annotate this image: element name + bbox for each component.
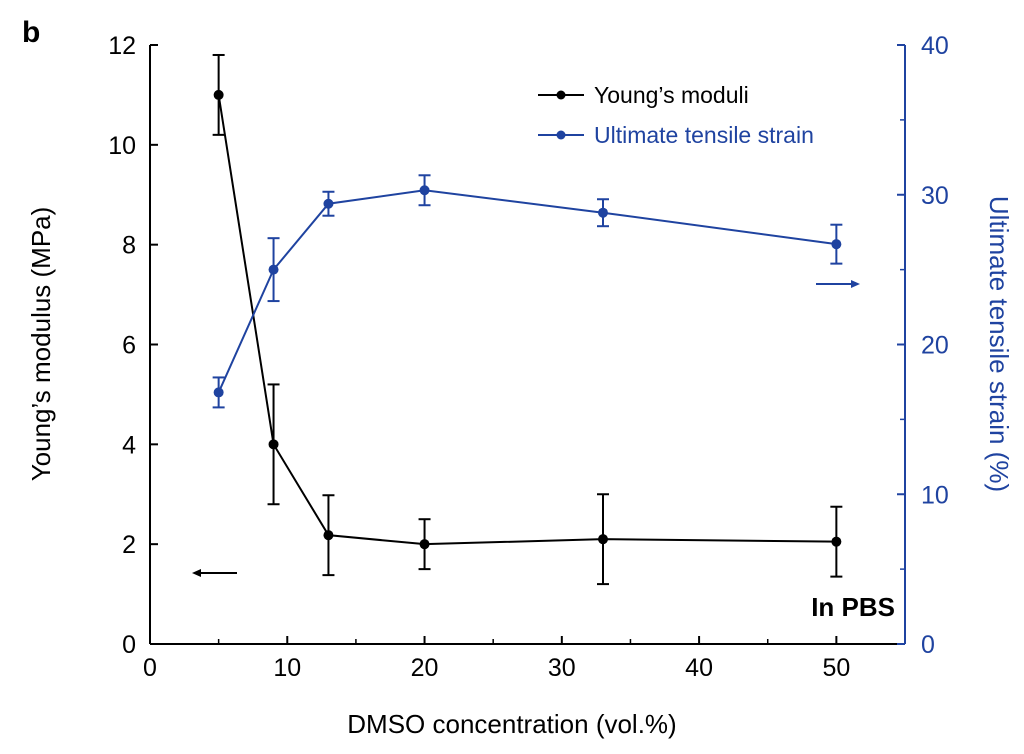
data-point-strain <box>419 185 430 196</box>
y-left-tick-label: 10 <box>108 132 136 160</box>
y-left-tick-label: 4 <box>122 431 136 459</box>
y-right-tick-label: 0 <box>921 631 935 659</box>
data-point-strain <box>213 387 224 398</box>
y-left-tick-label: 2 <box>122 531 136 559</box>
condition-annotation: In PBS <box>811 592 895 622</box>
y-left-tick-label: 12 <box>108 32 136 60</box>
y-right-tick-label: 20 <box>921 332 949 360</box>
x-tick-label: 40 <box>685 654 713 682</box>
x-tick-label: 0 <box>143 654 157 682</box>
x-tick-label: 30 <box>548 654 576 682</box>
y-left-tick-label: 8 <box>122 232 136 260</box>
x-tick-label: 10 <box>273 654 301 682</box>
plot-series <box>212 53 843 586</box>
y-right-tick-label: 10 <box>921 481 949 509</box>
legend: Young’s moduli Ultimate tensile strain <box>538 82 814 148</box>
y-axis-left-label: Young’s modulus (MPa) <box>26 207 56 482</box>
y-right-tick-label: 30 <box>921 182 949 210</box>
data-point-strain <box>831 239 842 250</box>
data-point-strain <box>268 264 279 275</box>
series-line-youngs <box>217 94 837 546</box>
data-point-youngs <box>831 536 842 547</box>
legend-label-strain: Ultimate tensile strain <box>594 122 814 148</box>
y-axis-right-label: Ultimate tensile strain (%) <box>984 196 1014 492</box>
y-left-tick-label: 0 <box>122 631 136 659</box>
left-axis-arrow <box>192 569 237 577</box>
data-point-strain <box>323 198 334 209</box>
data-point-youngs <box>213 89 224 100</box>
right-axis-arrow <box>816 280 860 288</box>
y-right-tick-label: 40 <box>921 32 949 60</box>
legend-label-youngs: Young’s moduli <box>594 82 749 108</box>
axes: 0 10 20 30 40 50 0 2 4 6 8 10 12 0 10 20 30 40 <box>108 32 949 682</box>
data-point-youngs <box>323 530 334 541</box>
x-axis-label: DMSO concentration (vol.%) <box>347 709 676 739</box>
y-left-tick-label: 6 <box>122 332 136 360</box>
data-point-strain <box>598 207 608 218</box>
series-line-strain <box>217 189 837 393</box>
x-tick-label: 20 <box>411 654 439 682</box>
data-point-youngs <box>268 439 279 450</box>
legend-marker-strain <box>556 130 566 140</box>
data-point-youngs <box>419 539 430 550</box>
legend-marker-youngs <box>556 90 566 100</box>
panel-label: b <box>22 16 40 49</box>
x-tick-label: 50 <box>822 654 850 682</box>
data-point-youngs <box>598 534 608 545</box>
